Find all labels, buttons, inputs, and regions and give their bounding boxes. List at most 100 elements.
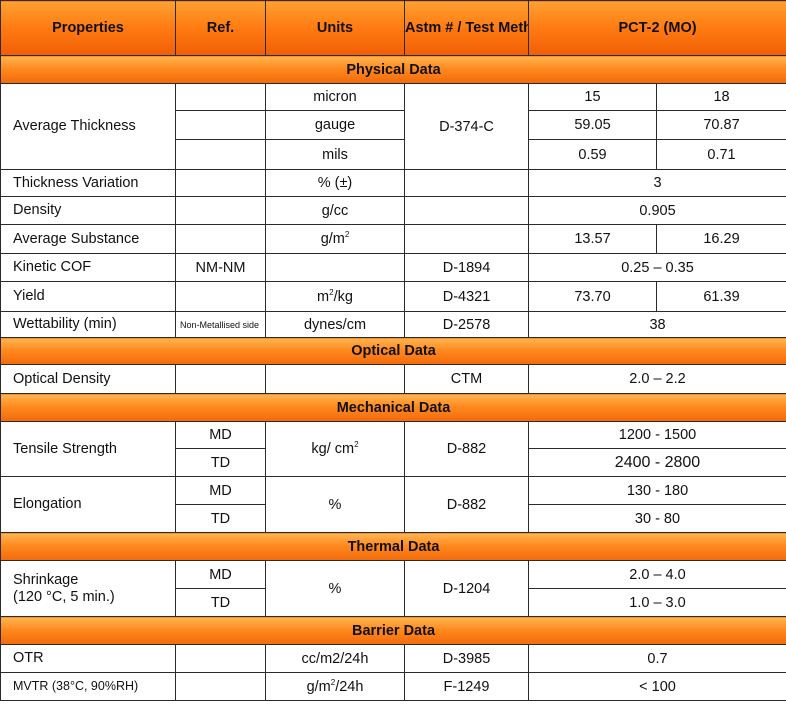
- property-label: Average Substance: [0, 224, 176, 254]
- section-barrier: Barrier Data: [0, 616, 786, 645]
- value-cell: 73.70: [528, 281, 657, 312]
- property-label: Thickness Variation: [0, 169, 176, 197]
- method-cell: [404, 169, 529, 197]
- method-cell: D-374-C: [404, 83, 529, 170]
- ref-cell: [175, 83, 266, 111]
- unit-cell: [265, 253, 405, 282]
- header-method: Astm # / Test Method: [404, 0, 529, 56]
- value-cell: 0.25 – 0.35: [527, 253, 786, 282]
- property-label: Kinetic COF: [0, 253, 176, 282]
- method-cell: D-3985: [404, 644, 529, 673]
- ref-cell: [175, 169, 266, 197]
- section-mechanical: Mechanical Data: [0, 393, 786, 422]
- unit-text: g/m: [320, 231, 345, 247]
- ref-cell: TD: [175, 448, 266, 477]
- method-cell: D-1204: [404, 560, 529, 617]
- unit-text: m: [317, 288, 330, 305]
- value-cell: 18: [655, 83, 786, 111]
- table-row: Shrinkage (120 °C, 5 min.) MD % D-1204 2.…: [0, 560, 786, 617]
- table-row: mils 0.59 0.71: [1, 139, 786, 170]
- value-cell: 2.0 – 4.0: [527, 560, 786, 589]
- ref-cell: [175, 364, 266, 394]
- property-label: Wettability (min): [0, 311, 176, 338]
- ref-cell: [175, 672, 266, 701]
- value-cell: 30 - 80: [527, 504, 786, 533]
- table-row: OTR cc/m2/24h D-3985 0.7: [0, 644, 786, 673]
- value-cell: < 100: [527, 672, 786, 701]
- value-cell: 0.905: [527, 196, 786, 225]
- unit-cell: %: [265, 476, 405, 533]
- value-cell: 130 - 180: [527, 476, 786, 505]
- section-thermal: Thermal Data: [0, 532, 786, 561]
- method-cell: D-882: [404, 476, 529, 533]
- section-title: Barrier Data: [0, 616, 786, 645]
- ref-cell: TD: [175, 504, 266, 533]
- section-physical: Physical Data: [0, 55, 786, 84]
- method-cell: D-882: [404, 421, 529, 477]
- table-row: Yield m2/kg D-4321 73.70 61.39: [0, 281, 786, 312]
- unit-superscript: 2: [330, 677, 336, 687]
- value-cell: 15: [528, 83, 657, 111]
- property-label: MVTR (38°C, 90%RH): [0, 672, 176, 701]
- ref-cell: NM-NM: [175, 253, 266, 282]
- header-row: Properties Ref. Units Astm # / Test Meth…: [0, 0, 786, 56]
- method-cell: [404, 224, 529, 254]
- ref-cell: MD: [175, 476, 266, 505]
- header-units: Units: [265, 0, 405, 56]
- unit-superscript: 2: [354, 440, 359, 450]
- table-row: Density g/cc 0.905: [0, 196, 786, 225]
- table-row: Average Substance g/m2 13.57 16.29: [0, 224, 786, 254]
- unit-cell: g/m2/24h: [265, 672, 405, 701]
- value-cell: 0.7: [527, 644, 786, 673]
- value-cell: 1200 - 1500: [527, 421, 786, 449]
- property-label: Yield: [0, 281, 176, 312]
- unit-cell: micron: [265, 83, 405, 111]
- table-row: Tensile Strength MD kg/ cm2 D-882 1200 -…: [0, 421, 786, 477]
- ref-cell: [175, 224, 266, 254]
- section-title: Physical Data: [0, 55, 786, 84]
- label-line: (120 °C, 5 min.): [13, 588, 115, 605]
- unit-cell: % (±): [265, 169, 405, 197]
- ref-cell: MD: [175, 421, 266, 449]
- method-cell: D-1894: [404, 253, 529, 282]
- ref-cell: Non-Metallised side: [175, 311, 266, 338]
- method-cell: CTM: [404, 364, 529, 394]
- value-cell: 16.29: [655, 224, 786, 254]
- section-title: Mechanical Data: [0, 393, 786, 422]
- unit-text: /kg: [333, 288, 353, 305]
- property-label: Shrinkage (120 °C, 5 min.): [0, 560, 176, 617]
- property-label: Tensile Strength: [0, 421, 176, 477]
- value-cell: 13.57: [528, 224, 657, 254]
- method-cell: D-2578: [404, 311, 529, 338]
- unit-cell: kg/ cm2: [265, 421, 405, 477]
- label-line: Shrinkage: [13, 571, 79, 588]
- unit-cell: dynes/cm: [265, 311, 405, 338]
- section-title: Optical Data: [0, 337, 786, 365]
- section-optical: Optical Data: [0, 337, 786, 365]
- unit-cell: m2/kg: [265, 281, 405, 312]
- ref-cell: [175, 281, 266, 312]
- header-properties: Properties: [0, 0, 176, 56]
- method-cell: [404, 196, 529, 225]
- unit-text: /24h: [335, 678, 364, 695]
- unit-cell: %: [265, 560, 405, 617]
- unit-cell: mils: [265, 139, 405, 170]
- unit-text: kg/ cm: [311, 441, 355, 457]
- ref-cell: [175, 139, 266, 170]
- property-label: Optical Density: [0, 364, 176, 394]
- ref-cell: TD: [175, 588, 266, 617]
- table-row: Average Thickness micron D-374-C 15 18: [0, 83, 786, 170]
- table-row: MVTR (38°C, 90%RH) g/m2/24h F-1249 < 100: [0, 672, 786, 701]
- value-cell: 2400 - 2800: [527, 448, 786, 477]
- method-cell: D-4321: [404, 281, 529, 312]
- value-cell: 3: [527, 169, 786, 197]
- value-cell: 70.87: [655, 110, 786, 140]
- table-row: Elongation MD % D-882 130 - 180: [0, 476, 786, 533]
- value-cell: 0.59: [528, 139, 657, 170]
- ref-cell: [175, 196, 266, 225]
- header-product: PCT-2 (MO): [527, 0, 786, 56]
- property-label: Density: [0, 196, 176, 225]
- table-row: Kinetic COF NM-NM D-1894 0.25 – 0.35: [0, 253, 786, 282]
- value-cell: 59.05: [528, 110, 657, 140]
- header-ref: Ref.: [175, 0, 266, 56]
